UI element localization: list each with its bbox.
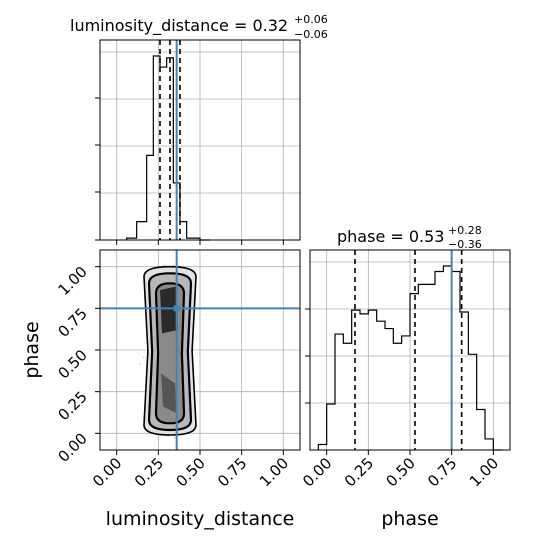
xlabel-luminosity: luminosity_distance [106,508,295,530]
density-core-lower [161,373,177,414]
lum-hist-frame [99,39,301,241]
density-point-435 [163,264,166,267]
density-point-392 [173,436,176,439]
density-xticklabel-2: 0.50 [172,454,208,490]
density-point-418 [138,362,141,365]
phase-hist-frame [309,249,511,451]
panel-2d-density: 0.00 0.25 0.50 0.75 1.000.000.250.500.751.00 [54,249,301,490]
panel-luminosity-histogram [95,39,301,245]
density-point-140 [142,356,145,359]
density-yticklabel-2: 0.50 [54,346,90,382]
density-yticklabel-3: 0.75 [54,304,90,340]
density-xticklabel-0: 0.00 [89,454,125,490]
density-xticklabel-1: 0.25 [131,454,167,490]
ylabel-phase: phase [21,321,43,378]
phase-hist-step [317,265,502,451]
title-luminosity-sup: +0.06 [294,13,328,26]
title-phase-sub: −0.36 [448,238,482,251]
density-xticklabel-4: 1.00 [256,454,292,490]
title-luminosity-main: luminosity_distance = 0.32 [70,16,288,36]
title-phase-sup: +0.28 [448,224,482,237]
phase-hist-xticklabel-4: 1.00 [466,454,502,490]
density-yticklabel-4: 1.00 [54,263,90,299]
title-luminosity: luminosity_distance = 0.32 [70,16,288,36]
phase-hist-xticklabel-0: 0.00 [299,454,335,490]
xlabel-phase: phase [381,508,438,530]
density-yticklabel-0: 0.00 [54,429,90,465]
panel-phase-histogram: 0.00 0.25 0.50 0.75 1.00 [299,249,511,490]
lum-hist-step [126,55,210,241]
phase-hist-xticklabel-1: 0.25 [341,454,377,490]
density-xticklabel-3: 0.75 [214,454,250,490]
title-phase-main: phase = 0.53 [337,227,444,246]
density-core-upper [160,286,178,334]
density-truth-marker [173,305,180,312]
phase-hist-xticklabel-3: 0.75 [424,454,460,490]
title-phase: phase = 0.53 [337,227,444,246]
phase-hist-xticklabel-2: 0.50 [382,454,418,490]
title-luminosity-sub: −0.06 [294,28,328,41]
density-frame [99,249,301,451]
density-yticklabel-1: 0.25 [54,388,90,424]
density-point-272 [172,264,175,267]
